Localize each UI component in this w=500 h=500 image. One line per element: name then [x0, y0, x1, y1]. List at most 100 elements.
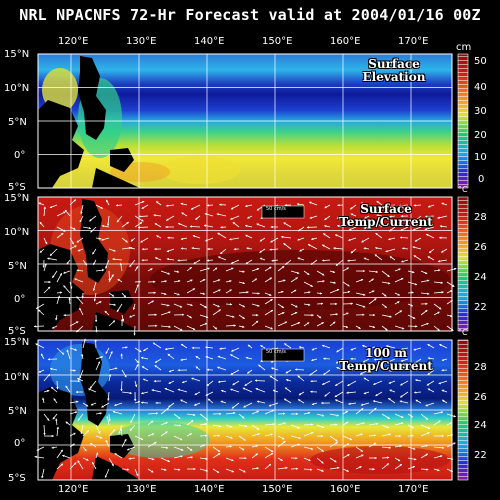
current-arrow — [173, 303, 183, 308]
current-arrow — [311, 358, 318, 362]
current-arrow — [264, 325, 273, 330]
current-arrow — [89, 380, 97, 389]
current-arrow — [101, 402, 110, 408]
current-arrow — [256, 400, 266, 404]
current-arrow — [177, 259, 188, 262]
current-arrow — [238, 468, 246, 473]
current-arrow — [190, 204, 201, 210]
figure-title: NRL NPACNFS 72-Hr Forecast valid at 2004… — [19, 6, 481, 24]
current-arrow — [324, 204, 331, 209]
current-arrow — [95, 301, 102, 305]
current-arrow — [167, 353, 175, 360]
current-arrow — [389, 215, 396, 218]
current-arrow — [296, 203, 305, 206]
current-arrow — [147, 468, 154, 473]
current-arrow — [80, 424, 84, 435]
current-arrow — [264, 298, 273, 305]
current-arrow — [65, 421, 71, 426]
current-arrow — [420, 413, 429, 420]
current-arrow — [77, 413, 84, 421]
current-arrow — [407, 303, 414, 307]
colorbar-unit: °C — [458, 185, 468, 194]
current-arrow — [108, 367, 118, 371]
current-arrow — [180, 399, 188, 404]
current-arrow — [407, 281, 418, 286]
current-arrow — [355, 292, 366, 296]
current-arrow — [74, 278, 84, 283]
current-vectors-100m — [34, 338, 457, 479]
current-arrow — [82, 457, 89, 461]
current-arrow — [206, 259, 214, 262]
current-arrow — [230, 369, 240, 375]
current-arrow — [116, 215, 123, 223]
land-mass — [38, 100, 84, 188]
current-arrow — [413, 255, 422, 261]
lat-label: 5°S — [8, 326, 26, 337]
lon-label-bottom: 160°E — [330, 484, 361, 495]
current-arrow — [412, 226, 422, 231]
current-arrow — [321, 344, 331, 349]
current-arrow — [212, 289, 221, 294]
current-arrow — [51, 325, 58, 329]
current-arrow — [245, 259, 253, 265]
current-arrow — [68, 297, 71, 305]
current-arrow — [160, 431, 168, 437]
current-arrow — [225, 289, 232, 294]
current-arrow — [335, 358, 344, 364]
current-arrow — [232, 380, 240, 386]
current-arrow — [259, 248, 266, 253]
current-arrow — [363, 377, 370, 382]
panel-title-line: Elevation — [362, 70, 426, 84]
current-arrow — [43, 389, 50, 393]
current-arrow — [329, 281, 337, 284]
current-arrow — [92, 461, 97, 470]
panel-title-line: Surface — [368, 57, 420, 71]
current-arrow — [177, 388, 188, 393]
current-arrow — [255, 388, 266, 393]
current-arrow — [92, 248, 97, 255]
current-arrow — [425, 402, 435, 407]
lat-label: 10°N — [4, 83, 30, 94]
colorbar-tick: 0 — [478, 174, 485, 185]
current-arrow — [394, 457, 401, 462]
current-arrow — [433, 269, 441, 272]
lat-label: 0° — [14, 150, 26, 161]
current-arrow — [401, 247, 409, 250]
current-arrow — [277, 435, 285, 440]
current-arrow — [387, 358, 396, 363]
current-arrow — [238, 413, 245, 419]
current-arrow — [89, 215, 97, 222]
current-arrow — [80, 204, 84, 215]
current-arrow — [264, 452, 274, 459]
current-arrow — [199, 267, 210, 272]
current-arrow — [245, 204, 253, 208]
current-arrow — [160, 311, 171, 316]
current-arrow — [427, 256, 435, 261]
current-arrow — [414, 237, 422, 242]
current-arrow — [355, 446, 364, 452]
current-arrow — [53, 398, 58, 404]
panel-title-line: 100 m — [365, 346, 407, 360]
lat-label: 0° — [14, 294, 26, 305]
current-arrow — [355, 408, 364, 415]
current-arrow — [220, 400, 227, 404]
current-arrow — [361, 344, 370, 349]
current-arrow — [217, 366, 227, 371]
current-arrow — [355, 454, 364, 459]
current-arrow — [173, 468, 181, 471]
current-arrow — [39, 221, 45, 228]
current-arrow — [355, 279, 364, 283]
current-arrow — [316, 413, 325, 417]
current-arrow — [225, 324, 237, 327]
current-arrow — [388, 369, 396, 372]
current-arrow — [373, 380, 383, 385]
current-arrow — [381, 303, 387, 308]
colorbar-tick: 22 — [474, 450, 487, 461]
current-arrow — [264, 292, 272, 296]
current-arrow — [167, 402, 175, 408]
current-arrow — [121, 246, 132, 250]
lon-label-bottom: 150°E — [262, 484, 293, 495]
current-arrow — [77, 460, 84, 470]
lon-label-top: 130°E — [126, 36, 157, 47]
current-arrow — [277, 303, 285, 309]
